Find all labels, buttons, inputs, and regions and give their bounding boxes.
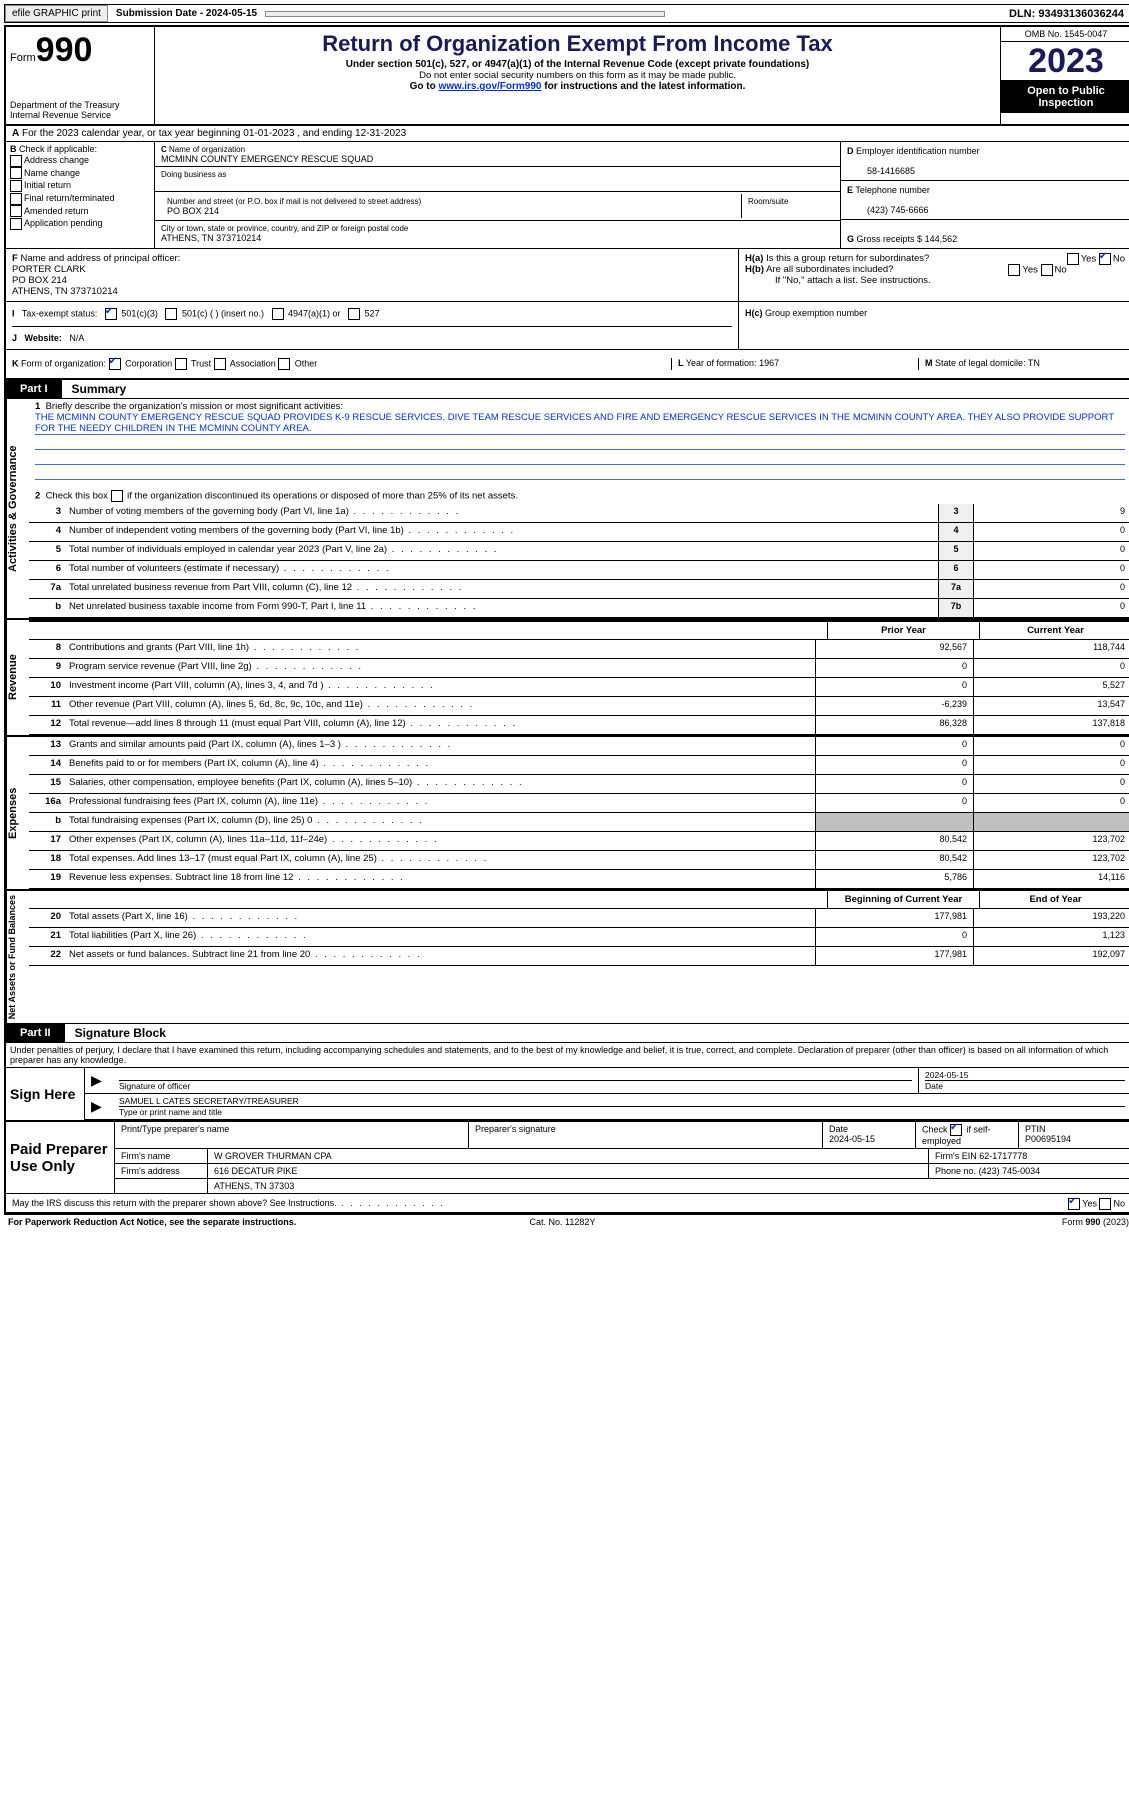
section-b: B Check if applicable: Address change Na… [6, 142, 155, 248]
officer-name: PORTER CLARK [12, 264, 86, 275]
efile-button[interactable]: efile GRAPHIC print [5, 5, 108, 22]
blank-button[interactable] [265, 11, 665, 17]
subtitle-2: Do not enter social security numbers on … [163, 70, 992, 81]
line-19: 19Revenue less expenses. Subtract line 1… [29, 870, 1129, 889]
dln: DLN: 93493136036244 [1009, 8, 1129, 20]
line-8: 8Contributions and grants (Part VIII, li… [29, 640, 1129, 659]
form-title: Return of Organization Exempt From Incom… [163, 31, 992, 57]
cb-self-employed[interactable] [950, 1124, 962, 1136]
line-10: 10Investment income (Part VIII, column (… [29, 678, 1129, 697]
line-7a: 7aTotal unrelated business revenue from … [29, 580, 1129, 599]
mission-text: THE MCMINN COUNTY EMERGENCY RESCUE SQUAD… [35, 412, 1125, 435]
line-13: 13Grants and similar amounts paid (Part … [29, 737, 1129, 756]
footer-mid: Cat. No. 11282Y [530, 1217, 596, 1227]
firm-addr1: 616 DECATUR PIKE [208, 1164, 929, 1178]
cb-501c3[interactable] [105, 308, 117, 320]
cb-corp[interactable] [109, 358, 121, 370]
state-domicile: TN [1028, 358, 1040, 368]
subtitle-3: Go to www.irs.gov/Form990 for instructio… [163, 81, 992, 92]
form-number: Form990 [10, 31, 150, 70]
line-6: 6Total number of volunteers (estimate if… [29, 561, 1129, 580]
gross-receipts: 144,562 [925, 234, 958, 244]
website: N/A [69, 333, 84, 343]
cb-501c[interactable] [165, 308, 177, 320]
cb-initial-return[interactable] [10, 180, 22, 192]
tax-year: 2023 [1001, 42, 1129, 81]
line-22: 22Net assets or fund balances. Subtract … [29, 947, 1129, 966]
line-17: 17Other expenses (Part IX, column (A), l… [29, 832, 1129, 851]
part-1-header: Part I Summary [6, 380, 1129, 399]
cb-discontinued[interactable] [111, 490, 123, 502]
prep-date: 2024-05-15 [829, 1134, 875, 1144]
line-16a: 16aProfessional fundraising fees (Part I… [29, 794, 1129, 813]
line-4: 4Number of independent voting members of… [29, 523, 1129, 542]
top-bar: efile GRAPHIC print Submission Date - 20… [4, 4, 1129, 23]
submission-date: Submission Date - 2024-05-15 [112, 8, 261, 19]
line-3: 3Number of voting members of the governi… [29, 504, 1129, 523]
side-net: Net Assets or Fund Balances [6, 891, 29, 1023]
footer-left: For Paperwork Reduction Act Notice, see … [8, 1217, 296, 1227]
cb-name-change[interactable] [10, 167, 22, 179]
cb-final-return[interactable] [10, 193, 22, 205]
omb-number: OMB No. 1545-0047 [1001, 27, 1129, 42]
org-city: ATHENS, TN 373710214 [161, 233, 261, 243]
cb-ha-yes[interactable] [1067, 253, 1079, 265]
row-a: A For the 2023 calendar year, or tax yea… [6, 126, 1129, 142]
perjury-text: Under penalties of perjury, I declare th… [6, 1043, 1129, 1068]
line-b: bTotal fundraising expenses (Part IX, co… [29, 813, 1129, 832]
sign-here-label: Sign Here [6, 1068, 84, 1120]
arrow-icon-2: ▶ [85, 1094, 113, 1119]
officer-signed-name: SAMUEL L CATES SECRETARY/TREASURER [119, 1096, 299, 1106]
firm-addr2: ATHENS, TN 37303 [208, 1179, 1129, 1193]
footer-right: Form 990 (2023) [1062, 1217, 1129, 1227]
cb-address-change[interactable] [10, 155, 22, 167]
cb-ha-no[interactable] [1099, 253, 1111, 265]
line-14: 14Benefits paid to or for members (Part … [29, 756, 1129, 775]
year-formation: 1967 [759, 358, 779, 368]
cb-527[interactable] [348, 308, 360, 320]
sign-date: 2024-05-15 [925, 1070, 968, 1080]
subtitle-1: Under section 501(c), 527, or 4947(a)(1)… [163, 59, 992, 70]
side-expenses: Expenses [6, 737, 29, 889]
line-9: 9Program service revenue (Part VIII, lin… [29, 659, 1129, 678]
cb-4947[interactable] [272, 308, 284, 320]
line-b: bNet unrelated business taxable income f… [29, 599, 1129, 618]
discuss-text: May the IRS discuss this return with the… [12, 1198, 337, 1208]
phone: (423) 745-6666 [847, 205, 929, 215]
open-inspection: Open to Public Inspection [1001, 81, 1129, 113]
form-990: Form990 Department of the Treasury Inter… [4, 25, 1129, 1215]
side-governance: Activities & Governance [6, 399, 29, 618]
paid-preparer-label: Paid Preparer Use Only [6, 1122, 114, 1193]
part-2-header: Part II Signature Block [6, 1024, 1129, 1043]
section-c: C Name of organizationMCMINN COUNTY EMER… [155, 142, 840, 248]
firm-phone: (423) 745-0034 [979, 1166, 1041, 1176]
cb-other[interactable] [278, 358, 290, 370]
section-de: D Employer identification number58-14166… [840, 142, 1129, 248]
cb-discuss-no[interactable] [1099, 1198, 1111, 1210]
irs-link[interactable]: www.irs.gov/Form990 [438, 81, 541, 92]
cb-assoc[interactable] [214, 358, 226, 370]
line-21: 21Total liabilities (Part X, line 26)01,… [29, 928, 1129, 947]
cb-trust[interactable] [175, 358, 187, 370]
side-revenue: Revenue [6, 620, 29, 735]
line-5: 5Total number of individuals employed in… [29, 542, 1129, 561]
ein: 58-1416685 [847, 166, 915, 176]
cb-hb-yes[interactable] [1008, 264, 1020, 276]
line-11: 11Other revenue (Part VIII, column (A), … [29, 697, 1129, 716]
line-15: 15Salaries, other compensation, employee… [29, 775, 1129, 794]
cb-app-pending[interactable] [10, 218, 22, 230]
cb-amended[interactable] [10, 205, 22, 217]
line-20: 20Total assets (Part X, line 16)177,9811… [29, 909, 1129, 928]
firm-ein: 62-1717778 [979, 1151, 1027, 1161]
arrow-icon: ▶ [85, 1068, 113, 1093]
cb-hb-no[interactable] [1041, 264, 1053, 276]
cb-discuss-yes[interactable] [1068, 1198, 1080, 1210]
org-address: PO BOX 214 [167, 206, 219, 216]
ptin: P00695194 [1025, 1134, 1071, 1144]
line-18: 18Total expenses. Add lines 13–17 (must … [29, 851, 1129, 870]
firm-name: W GROVER THURMAN CPA [208, 1149, 929, 1163]
line-12: 12Total revenue—add lines 8 through 11 (… [29, 716, 1129, 735]
dept-treasury: Department of the Treasury Internal Reve… [10, 100, 150, 120]
org-name: MCMINN COUNTY EMERGENCY RESCUE SQUAD [161, 154, 373, 164]
